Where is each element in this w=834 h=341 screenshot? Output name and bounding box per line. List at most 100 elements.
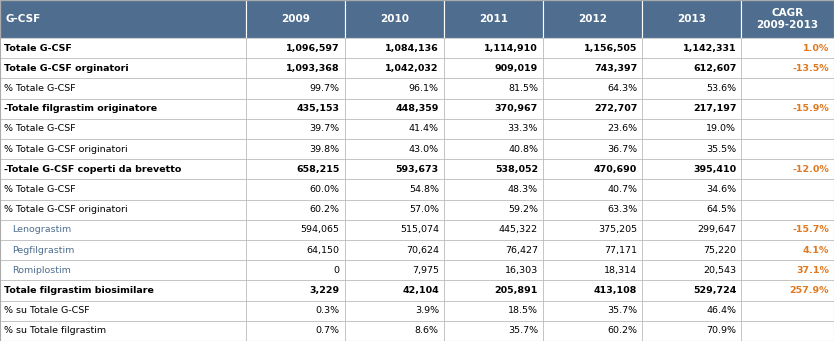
Bar: [543, 220, 642, 240]
Bar: [344, 38, 444, 58]
Bar: [741, 240, 834, 260]
Text: 35.7%: 35.7%: [607, 306, 637, 315]
Text: 1,156,505: 1,156,505: [584, 44, 637, 53]
Text: 42,104: 42,104: [402, 286, 439, 295]
Text: 96.1%: 96.1%: [409, 84, 439, 93]
Text: 435,153: 435,153: [297, 104, 339, 113]
Text: % Totale G-CSF originatori: % Totale G-CSF originatori: [4, 205, 128, 214]
Text: 0.7%: 0.7%: [316, 326, 339, 336]
Text: 53.6%: 53.6%: [706, 84, 736, 93]
Bar: [0, 301, 245, 321]
Text: 658,215: 658,215: [296, 165, 339, 174]
Bar: [245, 220, 344, 240]
Text: -12.0%: -12.0%: [792, 165, 829, 174]
Bar: [543, 179, 642, 199]
Bar: [741, 58, 834, 78]
Bar: [0, 159, 245, 179]
Bar: [245, 159, 344, 179]
Text: 36.7%: 36.7%: [607, 145, 637, 153]
Text: -15.9%: -15.9%: [792, 104, 829, 113]
Text: 35.7%: 35.7%: [508, 326, 538, 336]
Text: 39.8%: 39.8%: [309, 145, 339, 153]
Bar: [245, 321, 344, 341]
Text: 1.0%: 1.0%: [803, 44, 829, 53]
Text: 4.1%: 4.1%: [802, 246, 829, 255]
Bar: [741, 0, 834, 38]
Bar: [245, 119, 344, 139]
Text: 76,427: 76,427: [505, 246, 538, 255]
Text: 2013: 2013: [677, 14, 706, 24]
Bar: [444, 38, 543, 58]
Text: 413,108: 413,108: [594, 286, 637, 295]
Text: -Totale G-CSF coperti da brevetto: -Totale G-CSF coperti da brevetto: [4, 165, 181, 174]
Text: 7,975: 7,975: [412, 266, 439, 275]
Bar: [344, 220, 444, 240]
Text: 909,019: 909,019: [495, 64, 538, 73]
Bar: [0, 199, 245, 220]
Bar: [741, 119, 834, 139]
Text: 99.7%: 99.7%: [309, 84, 339, 93]
Bar: [344, 58, 444, 78]
Text: 1,114,910: 1,114,910: [485, 44, 538, 53]
Text: 3,229: 3,229: [309, 286, 339, 295]
Bar: [444, 301, 543, 321]
Bar: [642, 301, 741, 321]
Text: 40.8%: 40.8%: [508, 145, 538, 153]
Text: -13.5%: -13.5%: [792, 64, 829, 73]
Text: 18,314: 18,314: [604, 266, 637, 275]
Text: 64.5%: 64.5%: [706, 205, 736, 214]
Text: 8.6%: 8.6%: [414, 326, 439, 336]
Text: Totale G-CSF orginatori: Totale G-CSF orginatori: [4, 64, 128, 73]
Bar: [0, 139, 245, 159]
Bar: [245, 0, 344, 38]
Bar: [0, 240, 245, 260]
Text: 257.9%: 257.9%: [790, 286, 829, 295]
Text: 0: 0: [334, 266, 339, 275]
Bar: [245, 38, 344, 58]
Bar: [543, 0, 642, 38]
Bar: [543, 78, 642, 99]
Bar: [543, 321, 642, 341]
Bar: [344, 301, 444, 321]
Bar: [642, 199, 741, 220]
Bar: [642, 179, 741, 199]
Bar: [0, 280, 245, 301]
Text: 2012: 2012: [578, 14, 607, 24]
Bar: [444, 179, 543, 199]
Text: 470,690: 470,690: [594, 165, 637, 174]
Text: 1,142,331: 1,142,331: [683, 44, 736, 53]
Bar: [344, 199, 444, 220]
Text: 2011: 2011: [479, 14, 508, 24]
Text: 594,065: 594,065: [301, 225, 339, 234]
Text: 743,397: 743,397: [594, 64, 637, 73]
Text: % Totale G-CSF: % Totale G-CSF: [4, 84, 76, 93]
Bar: [642, 38, 741, 58]
Text: 1,042,032: 1,042,032: [385, 64, 439, 73]
Bar: [0, 38, 245, 58]
Bar: [543, 199, 642, 220]
Bar: [543, 58, 642, 78]
Bar: [741, 99, 834, 119]
Text: 64,150: 64,150: [307, 246, 339, 255]
Bar: [543, 38, 642, 58]
Bar: [741, 38, 834, 58]
Bar: [344, 159, 444, 179]
Bar: [444, 58, 543, 78]
Bar: [0, 78, 245, 99]
Text: 23.6%: 23.6%: [607, 124, 637, 133]
Text: 205,891: 205,891: [495, 286, 538, 295]
Bar: [741, 179, 834, 199]
Bar: [0, 0, 245, 38]
Text: 593,673: 593,673: [396, 165, 439, 174]
Bar: [543, 240, 642, 260]
Text: Romiplostim: Romiplostim: [12, 266, 71, 275]
Bar: [444, 78, 543, 99]
Text: 63.3%: 63.3%: [607, 205, 637, 214]
Bar: [0, 99, 245, 119]
Bar: [543, 119, 642, 139]
Bar: [444, 159, 543, 179]
Text: 59.2%: 59.2%: [508, 205, 538, 214]
Bar: [741, 159, 834, 179]
Text: 1,093,368: 1,093,368: [286, 64, 339, 73]
Bar: [642, 99, 741, 119]
